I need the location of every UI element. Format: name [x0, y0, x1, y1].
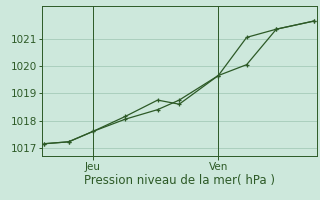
- X-axis label: Pression niveau de la mer( hPa ): Pression niveau de la mer( hPa ): [84, 174, 275, 187]
